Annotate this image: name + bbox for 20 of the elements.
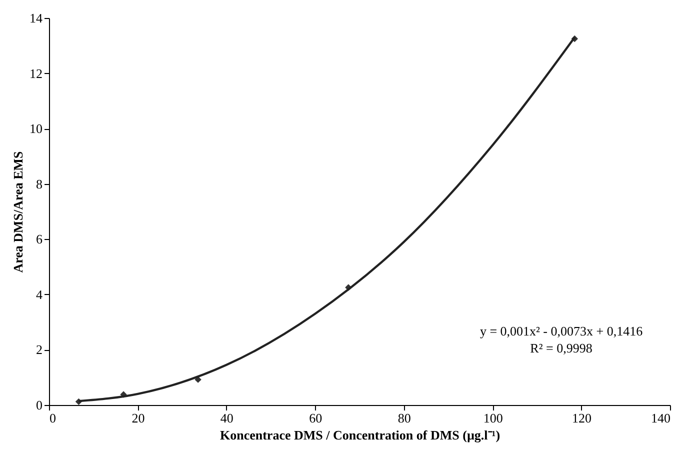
annotation: R² = 0,9998 (530, 340, 592, 356)
x-tick-label: 20 (132, 410, 145, 426)
y-tick-label: 6 (36, 232, 43, 247)
y-axis-title: Area DMS/Area EMS (10, 151, 26, 273)
x-tick-label: 120 (572, 410, 592, 426)
x-tick-label: 100 (483, 410, 503, 426)
x-tick-label: 60 (309, 410, 322, 426)
y-tick-label: 2 (36, 342, 42, 358)
x-axis-title: Koncentrace DMS / Concentration of DMS (µg.l⁻¹) (220, 428, 500, 442)
y-tick-label: 0 (36, 398, 42, 412)
x-tick-label: 0 (50, 410, 56, 426)
x-tick-label: 140 (651, 410, 670, 426)
y-tick-label: 12 (30, 66, 42, 81)
y-tick-label: 4 (36, 286, 43, 302)
y-tick-label: 14 (30, 10, 43, 26)
x-tick-label: 80 (398, 410, 411, 426)
x-tick-label: 40 (220, 410, 234, 426)
y-tick-label: 8 (36, 176, 42, 192)
annotation: y = 0,001x² - 0,0073x + 0,1416 (480, 323, 644, 338)
y-tick-label: 10 (30, 121, 42, 136)
